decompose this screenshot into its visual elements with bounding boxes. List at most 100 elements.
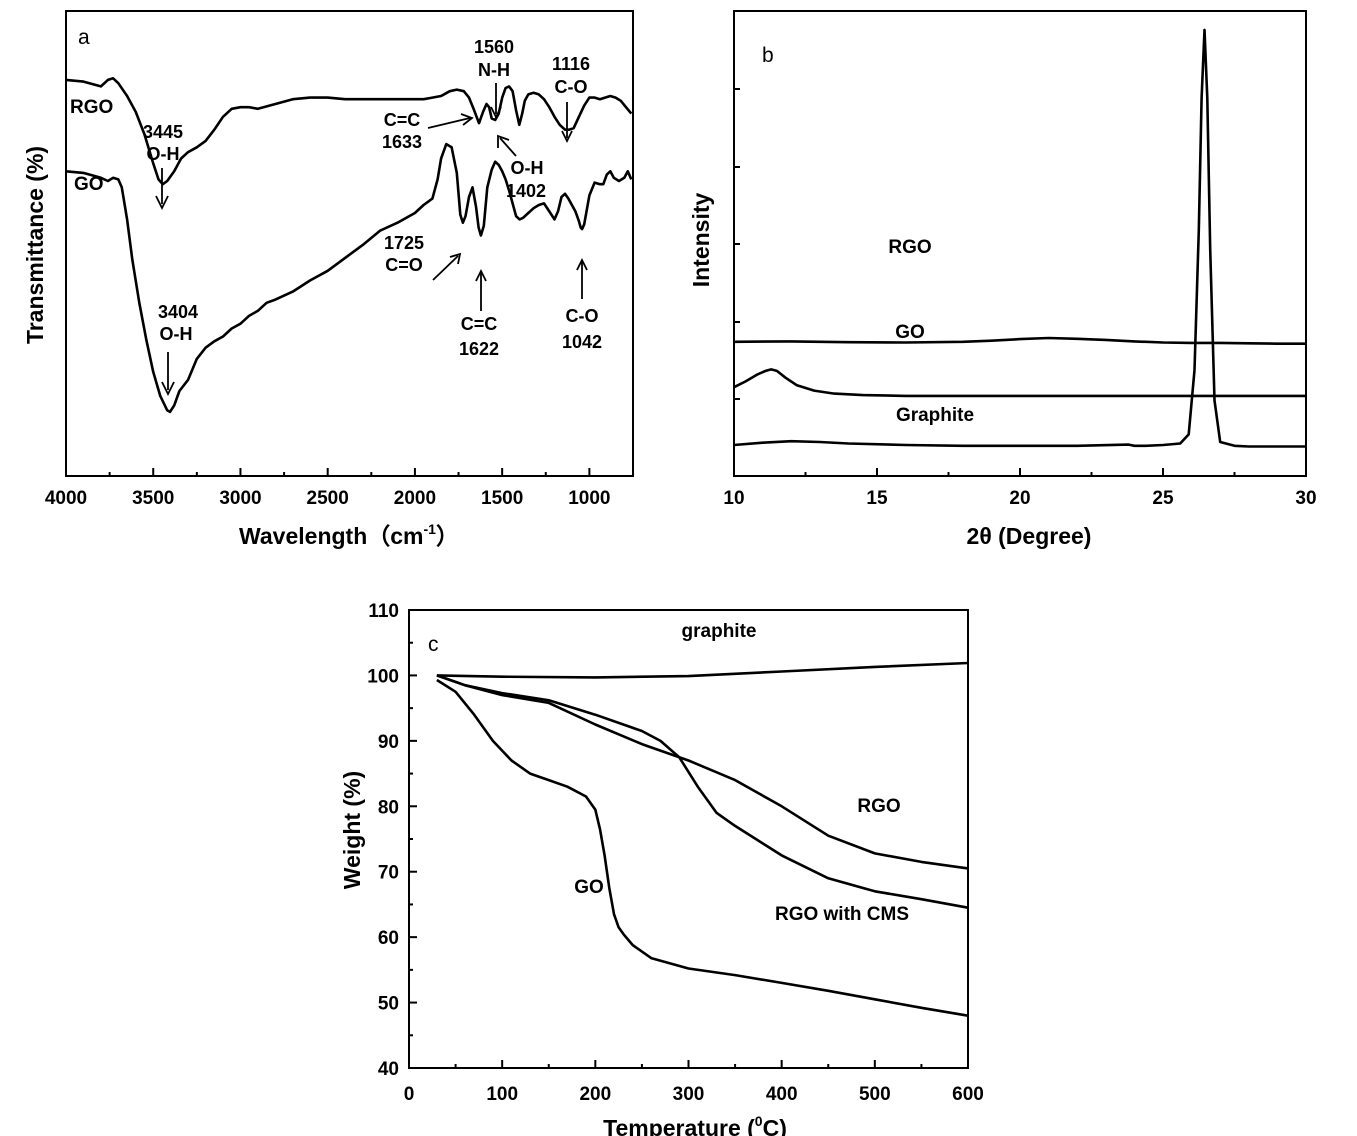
x-tick-label: 1000 — [568, 488, 610, 509]
panel-b-curves — [733, 28, 1306, 448]
panel-b-x-ticks: 10 15 20 25 30 — [723, 468, 1317, 509]
y-tick-label: 90 — [378, 732, 399, 753]
annotation-arrowhead — [576, 257, 588, 271]
annotation-text: 3404 — [158, 302, 198, 322]
series-line-rgo — [733, 336, 1306, 345]
annotation-1116: 1116 C-O — [552, 54, 590, 144]
panel-c-frame — [408, 609, 969, 1069]
panel-a-letter: a — [78, 26, 90, 49]
x-tick-label: 30 — [1295, 488, 1316, 509]
panel-b-series-label-graphite: Graphite — [896, 405, 974, 426]
annotation-arrow — [499, 137, 517, 157]
panel-b-x-axis-label: 2θ (Degree) — [967, 523, 1092, 549]
annotation-text: 1622 — [459, 339, 499, 359]
y-tick-label: 110 — [368, 601, 399, 622]
annotation-1042: C-O 1042 — [562, 257, 602, 352]
x-tick-label: 4000 — [45, 488, 87, 509]
x-tick-label: 200 — [579, 1084, 611, 1105]
series-line-go — [65, 142, 633, 414]
annotation-arrowhead — [561, 130, 573, 144]
panel-b: 10 15 20 25 30 b 2θ (Degree) Intensity RGO G… — [688, 10, 1317, 549]
annotation-1622: C=C 1622 — [459, 268, 499, 359]
panel-c-series-label-rgo: RGO — [857, 796, 900, 817]
x-tick-label: 1500 — [481, 488, 523, 509]
panel-a: 4000 3500 3000 2500 2000 1500 1000 a Wavelengt… — [22, 10, 634, 549]
x-tick-label: 10 — [723, 488, 744, 509]
panel-a-series-label-go: GO — [74, 174, 104, 195]
annotation-arrowhead — [449, 252, 462, 265]
panel-c-series-label-go: GO — [574, 877, 604, 898]
x-tick-label: 3000 — [219, 488, 261, 509]
panel-b-frame — [733, 10, 1307, 477]
panel-c-y-ticks: 40 50 60 70 80 90 100 110 — [367, 601, 417, 1080]
panel-b-letter: b — [762, 44, 774, 67]
annotation-text: C=O — [385, 255, 423, 275]
annotation-text: 1725 — [384, 233, 424, 253]
y-tick-label: 100 — [367, 666, 399, 687]
panel-b-series-label-go: GO — [895, 322, 925, 343]
panel-c-letter: c — [428, 633, 439, 656]
annotation-arrowhead — [155, 195, 169, 211]
x-tick-label: 15 — [866, 488, 888, 509]
annotation-text: 3445 — [143, 122, 183, 142]
annotation-3445: 3445 O-H — [143, 122, 183, 211]
panel-b-y-ticks — [734, 88, 740, 400]
annotation-arrowhead — [161, 381, 175, 397]
annotation-text: C=C — [461, 314, 498, 334]
x-tick-label: 2000 — [394, 488, 436, 509]
x-tick-label: 3500 — [132, 488, 174, 509]
y-tick-label: 60 — [378, 928, 399, 949]
annotation-text: 1402 — [506, 181, 546, 201]
panel-a-frame — [65, 10, 634, 477]
annotation-text: O-H — [160, 324, 193, 344]
annotation-1725: 1725 C=O — [384, 233, 462, 281]
annotation-text: 1560 — [474, 37, 514, 57]
panel-a-x-ticks: 4000 3500 3000 2500 2000 1500 1000 — [45, 468, 611, 509]
x-tick-label: 0 — [404, 1084, 415, 1105]
panel-a-series-label-rgo: RGO — [70, 97, 113, 118]
annotation-1560: 1560 N-H — [474, 37, 514, 120]
annotation-text: O-H — [147, 144, 180, 164]
annotation-arrow — [432, 255, 459, 281]
panel-c: 0 100 200 300 400 500 600 40 50 60 70 80 90 100 110 c… — [339, 601, 984, 1136]
panel-c-series-label-rgo-with-cms: RGO with CMS — [775, 904, 909, 925]
panel-c-x-ticks: 0 100 200 300 400 500 600 — [404, 1060, 984, 1105]
panel-c-series-label-graphite: graphite — [682, 621, 757, 642]
series-line-go — [436, 678, 969, 1017]
annotation-text: 1633 — [382, 132, 422, 152]
panel-c-x-axis-label: Temperature (0C) — [603, 1113, 787, 1136]
annotation-text: O-H — [511, 158, 544, 178]
panel-b-series-label-rgo: RGO — [888, 237, 931, 258]
panel-c-curves — [436, 661, 969, 1017]
annotation-arrowhead — [460, 113, 474, 126]
annotation-arrow — [427, 117, 471, 129]
x-tick-label: 600 — [952, 1084, 984, 1105]
y-tick-label: 40 — [378, 1059, 399, 1080]
annotation-text: N-H — [478, 60, 510, 80]
panel-a-x-axis-label: Wavelength（cm-1） — [239, 521, 459, 549]
x-tick-label: 500 — [859, 1084, 891, 1105]
x-tick-label: 300 — [673, 1084, 705, 1105]
x-tick-label: 400 — [766, 1084, 798, 1105]
x-tick-label: 2500 — [307, 488, 349, 509]
series-line-go — [733, 368, 1306, 398]
series-line-rgo — [436, 674, 969, 870]
annotation-1633: C=C 1633 — [382, 110, 474, 152]
panel-a-y-axis-label: Transmittance (%) — [22, 146, 48, 344]
panel-b-y-axis-label: Intensity — [688, 193, 714, 288]
x-tick-label: 25 — [1152, 488, 1174, 509]
annotation-arrowhead — [497, 134, 510, 148]
series-line-graphite — [733, 28, 1306, 448]
annotation-3404: 3404 O-H — [158, 302, 198, 397]
annotation-arrowhead — [475, 268, 487, 282]
x-tick-label: 100 — [486, 1084, 518, 1105]
annotation-text: C=C — [384, 110, 421, 130]
annotation-text: C-O — [555, 77, 588, 97]
series-line-rgo-with-cms — [436, 674, 969, 909]
series-line-graphite — [436, 661, 969, 679]
annotation-text: 1116 — [552, 54, 590, 74]
annotation-1402: O-H 1402 — [497, 134, 546, 201]
y-tick-label: 70 — [378, 863, 399, 884]
annotation-text: 1042 — [562, 332, 602, 352]
